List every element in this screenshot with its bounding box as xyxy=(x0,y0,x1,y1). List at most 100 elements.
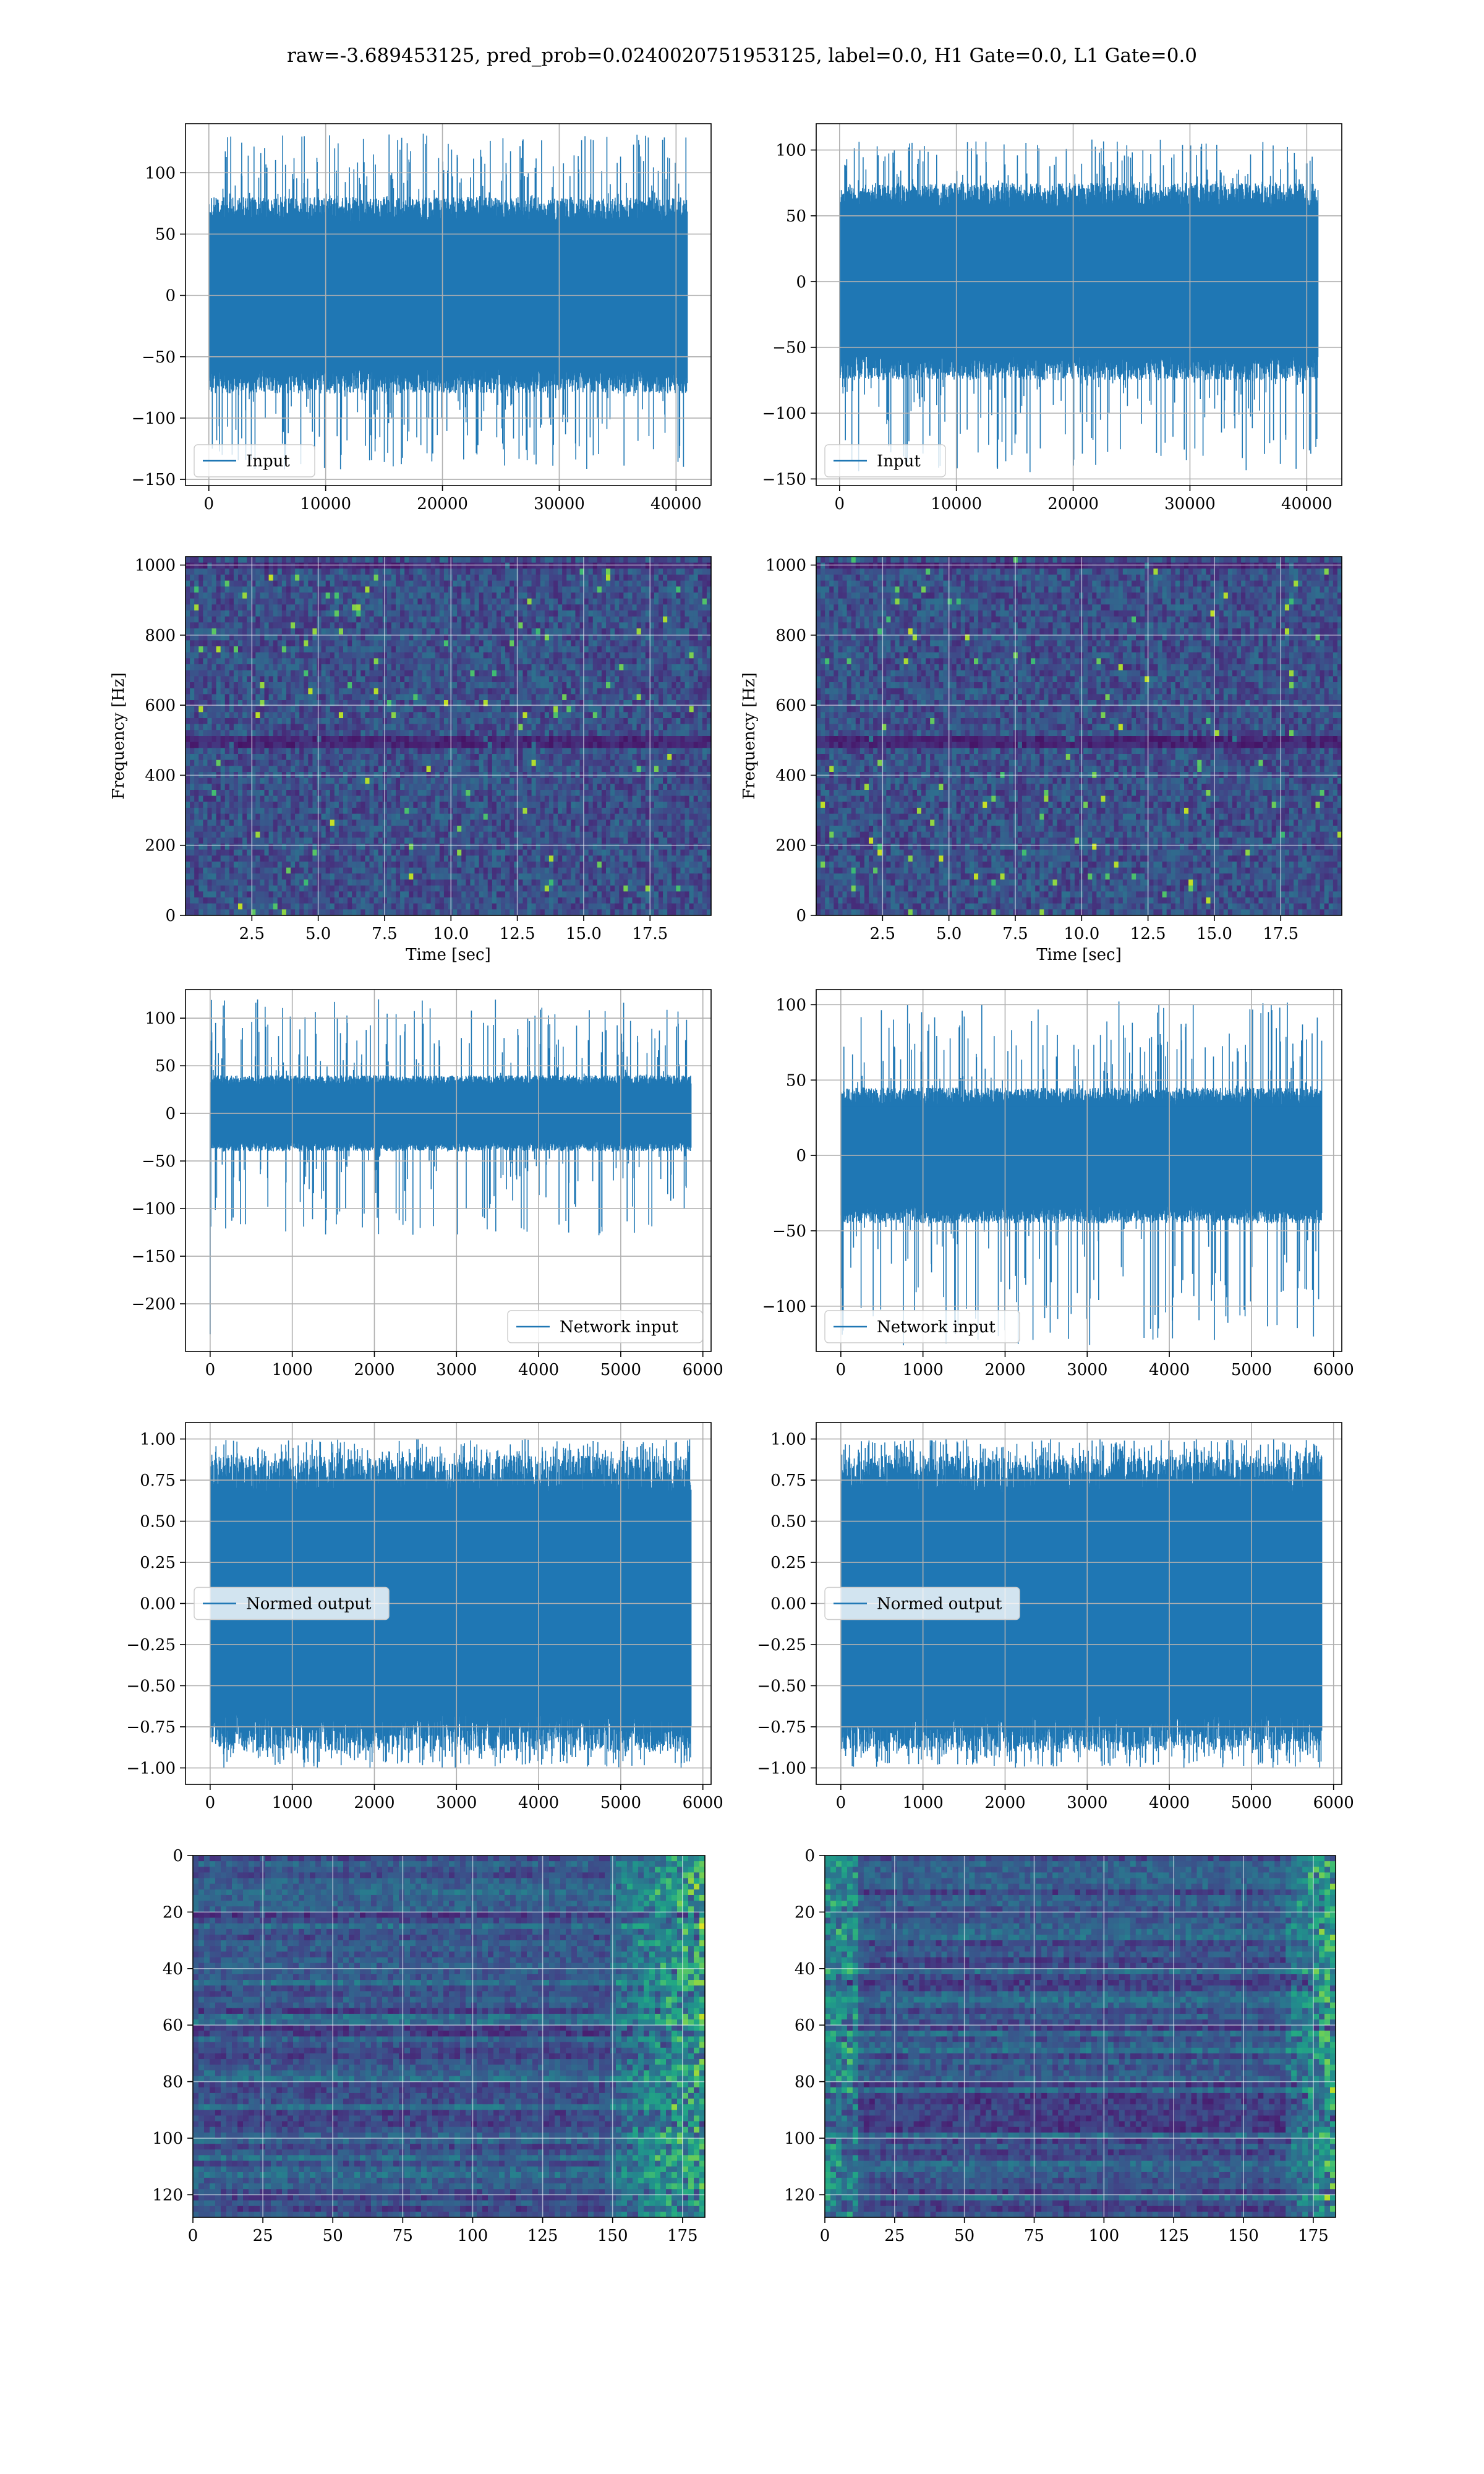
heatmap-cell xyxy=(453,688,458,695)
heatmap-cell xyxy=(619,652,624,659)
heatmap-cell xyxy=(186,730,190,737)
heatmap-cell xyxy=(706,616,711,623)
heatmap-cell xyxy=(260,777,265,784)
heatmap-cell xyxy=(251,694,256,701)
heatmap-cell xyxy=(338,646,344,653)
heatmap-cell xyxy=(641,730,646,737)
heatmap-cell xyxy=(299,766,304,773)
heatmap-cell xyxy=(203,640,208,647)
heatmap-cell xyxy=(579,790,585,797)
heatmap-cell xyxy=(487,604,493,611)
heatmap-cell xyxy=(601,622,607,629)
heatmap-cell xyxy=(584,712,589,719)
heatmap-cell xyxy=(544,664,550,671)
heatmap-cell xyxy=(264,706,270,713)
heatmap-cell xyxy=(207,700,213,707)
heatmap-cell xyxy=(479,575,484,581)
heatmap-cell xyxy=(645,557,650,563)
heatmap-cell xyxy=(632,646,638,653)
heatmap-cell xyxy=(291,575,296,581)
heatmap-cell xyxy=(203,622,208,629)
heatmap-cell xyxy=(216,622,221,629)
heatmap-cell xyxy=(220,712,226,719)
heatmap-cell xyxy=(330,748,335,755)
heatmap-cell xyxy=(400,718,405,725)
heatmap-cell xyxy=(575,795,581,802)
heatmap-cell xyxy=(325,568,331,575)
heatmap-cell xyxy=(663,736,668,743)
heatmap-cell xyxy=(426,616,432,623)
heatmap-cell xyxy=(417,748,423,755)
heatmap-cell xyxy=(321,760,326,766)
heatmap-cell xyxy=(260,718,265,725)
heatmap-cell xyxy=(338,580,344,587)
heatmap-cell xyxy=(697,742,703,748)
heatmap-cell xyxy=(654,640,659,647)
heatmap-cell xyxy=(505,622,510,629)
heatmap-cell xyxy=(435,634,440,641)
heatmap-cell xyxy=(348,658,352,665)
heatmap-cell xyxy=(220,784,226,790)
heatmap-cell xyxy=(304,568,309,575)
heatmap-cell xyxy=(242,760,247,766)
heatmap-cell xyxy=(242,718,247,725)
heatmap-cell xyxy=(479,586,484,593)
heatmap-cell xyxy=(255,748,261,755)
heatmap-cell xyxy=(684,688,690,695)
heatmap-cell xyxy=(684,598,690,605)
heatmap-cell xyxy=(186,676,190,683)
heatmap-cell xyxy=(558,593,563,599)
heatmap-cell xyxy=(426,694,432,701)
heatmap-cell xyxy=(299,557,304,563)
heatmap-cell xyxy=(304,718,309,725)
heatmap-cell xyxy=(273,748,278,755)
heatmap-cell xyxy=(453,748,458,755)
heatmap-cell xyxy=(190,580,195,587)
heatmap-cell xyxy=(194,730,199,737)
heatmap-cell xyxy=(619,676,624,683)
heatmap-cell xyxy=(396,568,401,575)
heatmap-cell xyxy=(352,730,357,737)
heatmap-cell xyxy=(295,700,300,707)
heatmap-cell xyxy=(260,795,265,802)
heatmap-cell xyxy=(553,568,558,575)
heatmap-cell xyxy=(304,628,309,635)
heatmap-cell xyxy=(435,598,440,605)
heatmap-cell xyxy=(286,557,291,563)
heatmap-cell xyxy=(496,652,501,659)
heatmap-cell xyxy=(325,593,331,599)
heatmap-cell xyxy=(619,784,624,790)
heatmap-cell xyxy=(233,670,239,677)
heatmap-cell xyxy=(321,604,326,611)
heatmap-cell xyxy=(610,742,615,748)
heatmap-cell xyxy=(190,646,195,653)
heatmap-cell xyxy=(317,724,322,730)
heatmap-cell xyxy=(247,580,252,587)
heatmap-cell xyxy=(255,634,261,641)
heatmap-cell xyxy=(281,575,287,581)
heatmap-cell xyxy=(291,760,296,766)
heatmap-cell xyxy=(247,688,252,695)
heatmap-cell xyxy=(330,557,335,563)
heatmap-cell xyxy=(606,688,611,695)
heatmap-cell xyxy=(312,598,318,605)
heatmap-cell xyxy=(518,634,524,641)
heatmap-cell xyxy=(391,688,396,695)
heatmap-cell xyxy=(224,610,230,617)
heatmap-cell xyxy=(409,562,414,569)
heatmap-cell xyxy=(457,664,462,671)
heatmap-cell xyxy=(251,676,256,683)
heatmap-cell xyxy=(584,748,589,755)
heatmap-cell xyxy=(238,634,243,641)
heatmap-cell xyxy=(417,568,423,575)
heatmap-cell xyxy=(693,622,699,629)
heatmap-cell xyxy=(409,658,414,665)
heatmap-cell xyxy=(211,712,217,719)
heatmap-cell xyxy=(654,575,659,581)
heatmap-cell xyxy=(697,598,703,605)
heatmap-cell xyxy=(413,580,419,587)
heatmap-cell xyxy=(186,557,190,563)
heatmap-cell xyxy=(386,777,392,784)
heatmap-cell xyxy=(566,736,571,743)
heatmap-cell xyxy=(663,640,668,647)
